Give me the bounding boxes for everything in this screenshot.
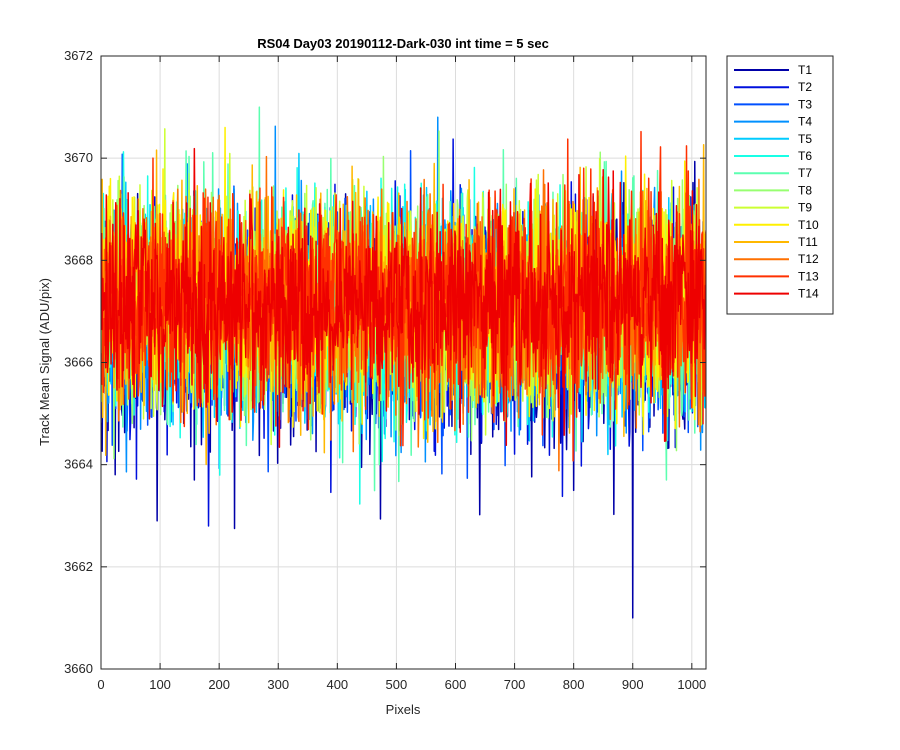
legend-label-t14: T14 bbox=[798, 287, 819, 301]
y-tick-label: 3660 bbox=[64, 661, 93, 676]
x-tick-label: 300 bbox=[267, 677, 289, 692]
y-tick-label: 3664 bbox=[64, 457, 93, 472]
x-tick-label: 400 bbox=[326, 677, 348, 692]
legend-label-t11: T11 bbox=[798, 235, 818, 249]
legend-label-t3: T3 bbox=[798, 97, 812, 111]
y-tick-label: 3662 bbox=[64, 559, 93, 574]
y-tick-label: 3668 bbox=[64, 252, 93, 267]
y-tick-label: 3672 bbox=[64, 48, 93, 63]
x-tick-label: 500 bbox=[386, 677, 408, 692]
x-tick-label: 0 bbox=[97, 677, 104, 692]
legend-label-t4: T4 bbox=[798, 115, 812, 129]
series-line-t14 bbox=[101, 147, 706, 449]
legend-label-t1: T1 bbox=[798, 63, 812, 77]
x-tick-label: 100 bbox=[149, 677, 171, 692]
y-axis-label: Track Mean Signal (ADU/pix) bbox=[37, 278, 52, 446]
legend: T1 T2 T3 T4 T5 T6 T7 T8 T9 T10 T11 T12 T13 T14 bbox=[726, 55, 834, 315]
legend-label-t7: T7 bbox=[798, 166, 812, 180]
legend-label-t6: T6 bbox=[798, 149, 812, 163]
legend-label-t5: T5 bbox=[798, 132, 812, 146]
x-tick-label: 900 bbox=[622, 677, 644, 692]
x-tick-label: 200 bbox=[208, 677, 230, 692]
x-tick-label: 700 bbox=[504, 677, 526, 692]
x-axis-label: Pixels bbox=[386, 702, 421, 717]
x-tick-label: 1000 bbox=[677, 677, 706, 692]
legend-box bbox=[726, 55, 834, 315]
legend-label-t12: T12 bbox=[798, 252, 819, 266]
x-tick-label: 600 bbox=[445, 677, 467, 692]
y-tick-label: 3670 bbox=[64, 150, 93, 165]
legend-label-t10: T10 bbox=[798, 218, 819, 232]
legend-label-t13: T13 bbox=[798, 269, 819, 283]
legend-label-t8: T8 bbox=[798, 183, 812, 197]
axis-ticks: 0 100 200 300 400 500 600 700 800 900 1000 3660 3662… bbox=[64, 48, 706, 692]
legend-label-t9: T9 bbox=[798, 201, 812, 215]
x-tick-label: 800 bbox=[563, 677, 585, 692]
y-tick-label: 3666 bbox=[64, 355, 93, 370]
chart-title: RS04 Day03 20190112-Dark-030 int time = … bbox=[257, 36, 549, 51]
series-layer bbox=[101, 106, 706, 619]
legend-label-t2: T2 bbox=[798, 80, 812, 94]
